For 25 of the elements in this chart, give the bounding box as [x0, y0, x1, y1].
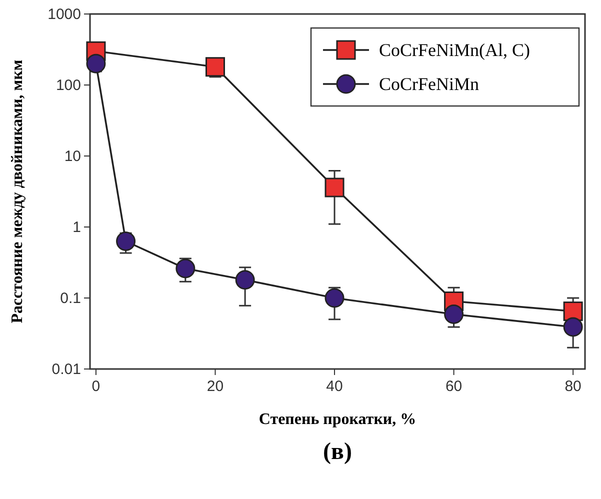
text: (в) — [323, 439, 352, 465]
y-tick-label: 1 — [72, 219, 81, 236]
point — [444, 304, 464, 324]
point — [86, 54, 106, 74]
point — [324, 178, 344, 198]
point — [176, 258, 196, 278]
x-tick-label: 0 — [92, 378, 100, 395]
point — [235, 270, 255, 290]
y-axis-title: Расстояние между двойниками, мкм — [9, 60, 26, 324]
y-tick-label: 0.1 — [60, 290, 81, 307]
y-tick-label: 0.01 — [52, 361, 81, 378]
x-tick-label: 40 — [326, 378, 343, 395]
legend-label: CoCrFeNiMn — [379, 74, 480, 94]
y-tick-label: 100 — [56, 77, 81, 94]
point — [563, 302, 583, 322]
x-tick-label: 60 — [445, 378, 462, 395]
x-axis-title: Степень прокатки, % — [258, 411, 416, 428]
point — [205, 57, 225, 77]
x-tick-label: 80 — [564, 378, 582, 395]
point — [563, 317, 583, 337]
x-tick-label: 20 — [206, 378, 224, 395]
point — [324, 288, 344, 308]
y-tick-label: 10 — [64, 148, 81, 165]
y-tick-label: 1000 — [48, 6, 81, 23]
legend-label: CoCrFeNiMn(Al, C) — [379, 40, 530, 60]
